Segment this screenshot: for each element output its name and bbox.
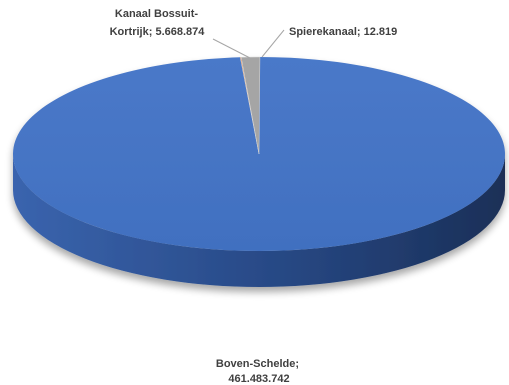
data-label-spiere: Spierekanaal; 12.819	[289, 26, 397, 38]
pie-side-wall	[13, 154, 505, 287]
pie-slice-kanaal-bossuit-kortrijk	[240, 56, 261, 155]
leader-line-kanaal	[212, 38, 251, 59]
leader-line-spiere	[261, 29, 285, 58]
data-label-kanaal: Kanaal Bossuit- Kortrijk; 5.668.874	[110, 8, 206, 38]
data-label-boven: Boven-Schelde; 461.483.742	[216, 358, 302, 385]
